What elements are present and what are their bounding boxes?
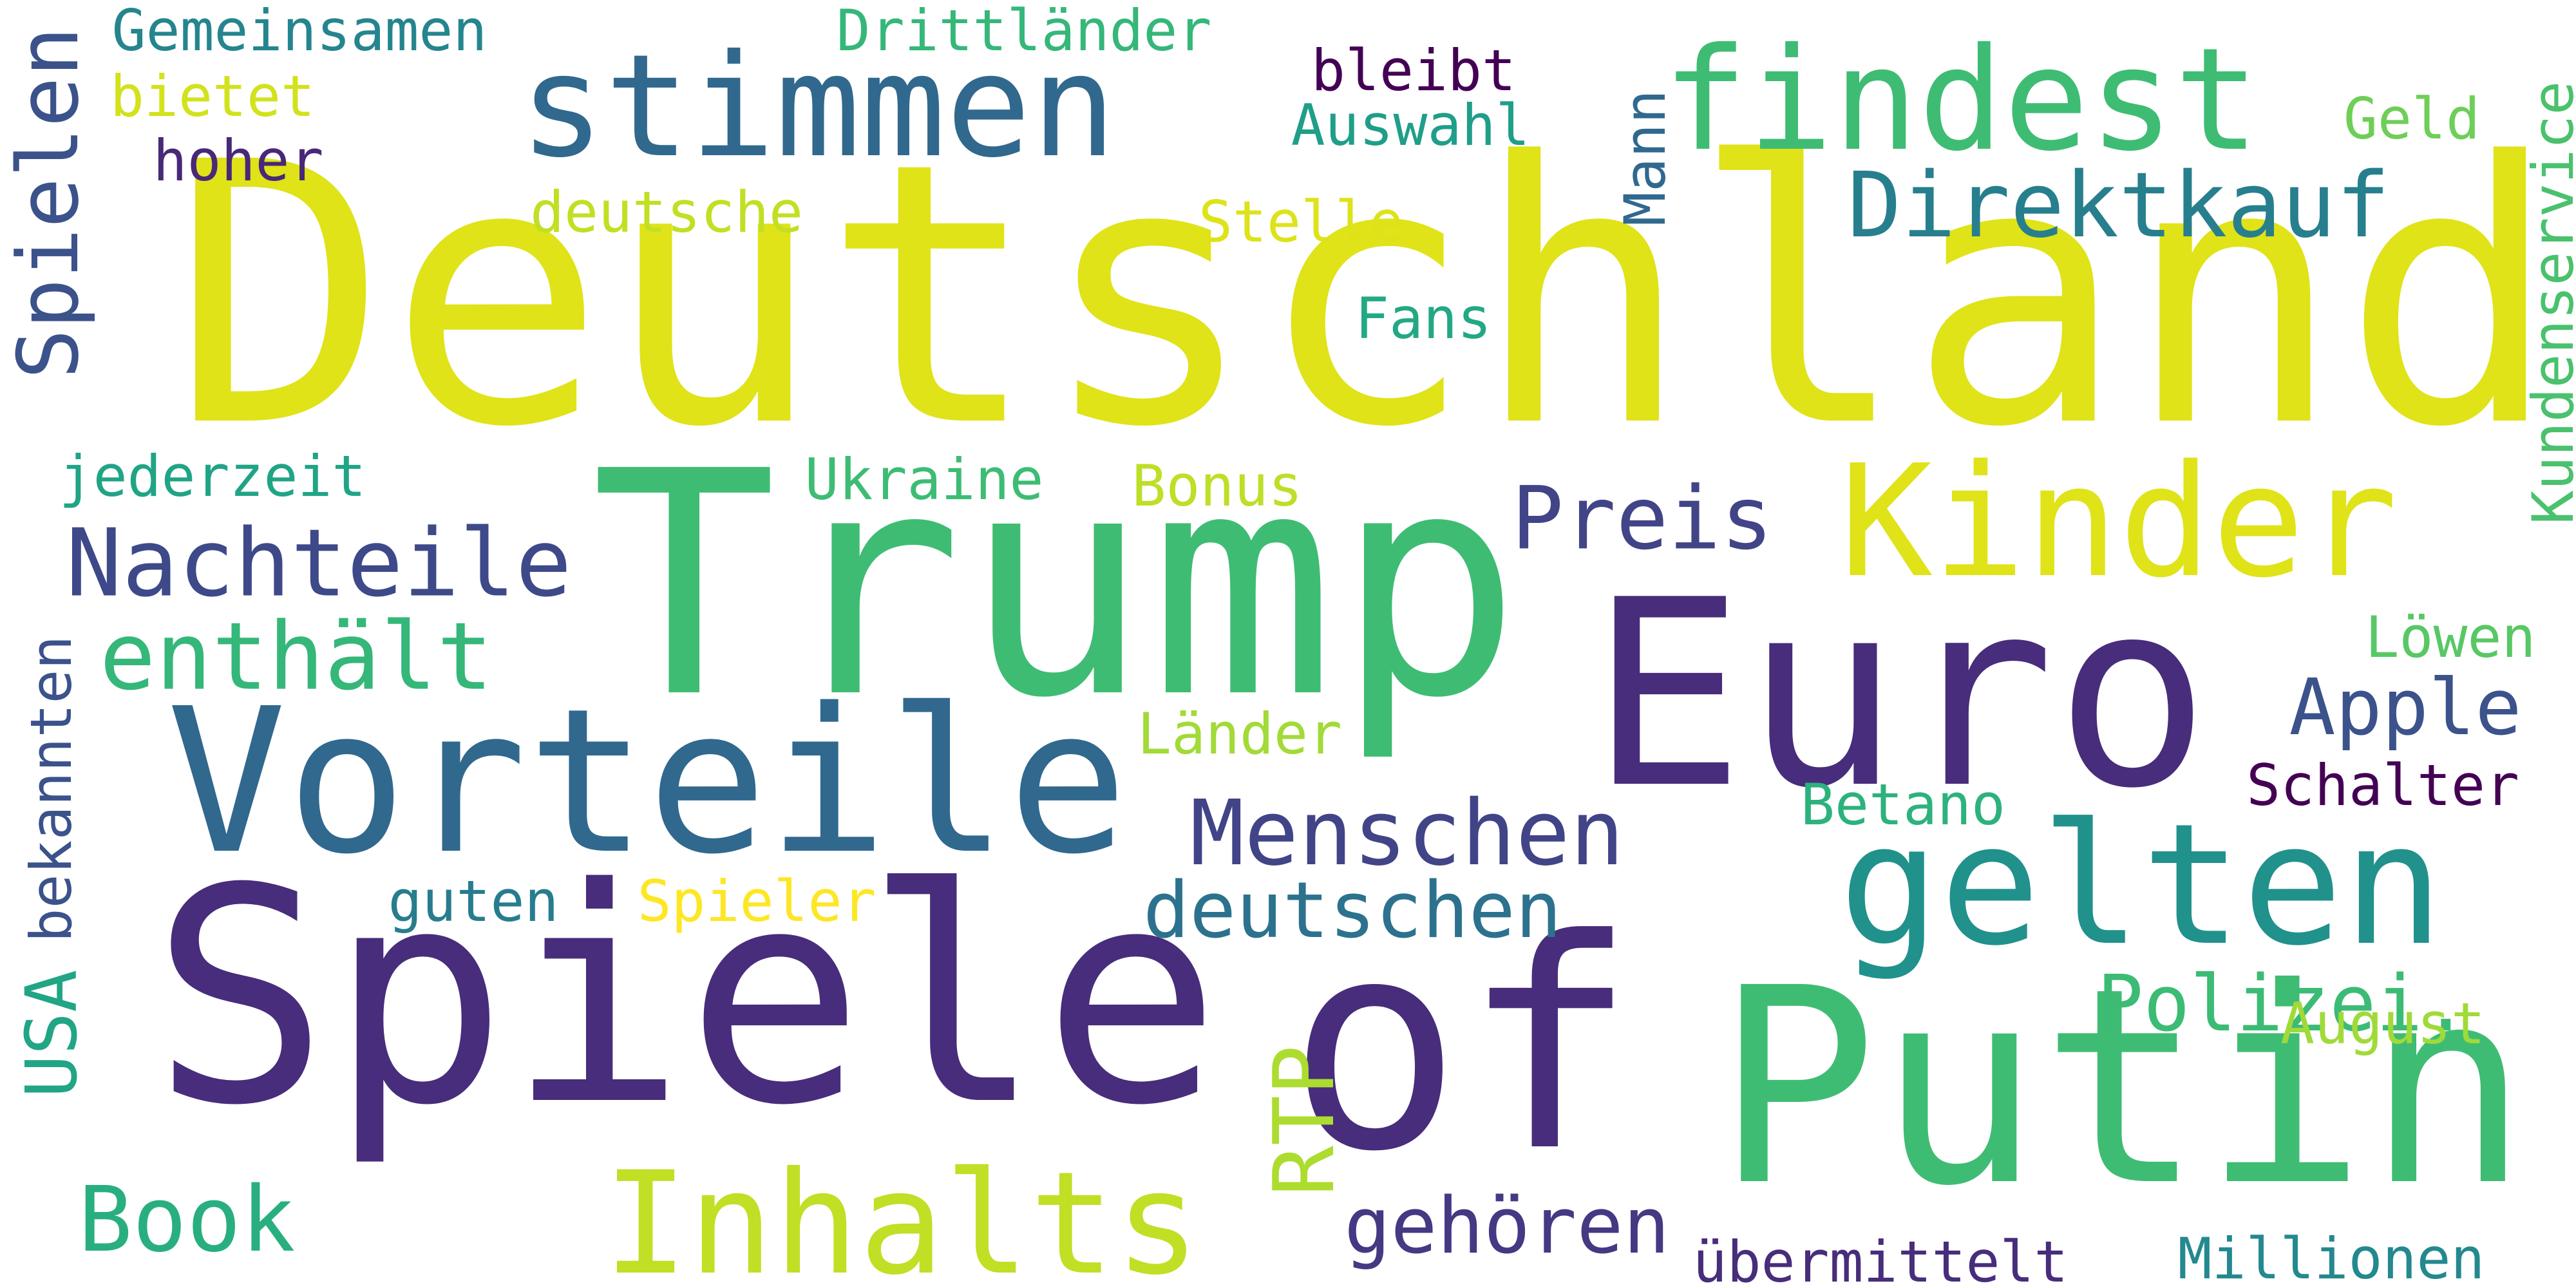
- word-ukraine: Ukraine: [804, 446, 1044, 513]
- word-geld: Geld: [2344, 86, 2480, 152]
- word-bonus: Bonus: [1132, 453, 1303, 519]
- word-deutschland: Deutschland: [171, 86, 2560, 506]
- word-drittlaender: Drittländer: [836, 0, 1212, 64]
- word-of: of: [1287, 878, 1636, 1215]
- word-rtp: RTP: [1255, 1045, 1353, 1197]
- word-inhalts: Inhalts: [603, 1141, 1200, 1288]
- word-nachteile: Nachteile: [66, 509, 572, 618]
- word-bekannten: bekannten: [18, 635, 84, 943]
- word-uebermittelt: übermittelt: [1692, 1229, 2069, 1288]
- word-auswahl: Auswahl: [1291, 92, 1530, 158]
- word-spieler: Spieler: [637, 868, 876, 934]
- word-gehoeren: gehören: [1344, 1182, 1670, 1271]
- word-apple: Apple: [2289, 663, 2522, 753]
- word-fans: Fans: [1355, 285, 1492, 352]
- word-gemeinsamen: Gemeinsamen: [111, 0, 488, 64]
- word-usa: USA: [10, 969, 93, 1098]
- word-deutschen: deutschen: [1142, 866, 1562, 956]
- word-vorteile: Vorteile: [166, 666, 1128, 898]
- word-putin: Putin: [1714, 931, 2530, 1245]
- word-schalter: Schalter: [2246, 752, 2519, 819]
- word-gelten: gelten: [1839, 788, 2444, 983]
- word-spielen: Spielen: [0, 26, 97, 379]
- word-bleibt: bleibt: [1311, 37, 1516, 104]
- word-stelle: Stelle: [1198, 189, 1403, 255]
- word-findest: findest: [1662, 17, 2260, 182]
- word-deutsche: deutsche: [530, 179, 803, 245]
- word-millionen: Millionen: [2177, 1226, 2485, 1288]
- word-euro: Euro: [1589, 545, 2210, 845]
- word-hoher: hoher: [153, 128, 324, 194]
- word-kundenservice: Kundenservice: [2520, 80, 2576, 525]
- word-polizei: Polizei.: [2097, 960, 2469, 1049]
- word-guten: guten: [388, 868, 559, 934]
- word-kinder: Kinder: [1839, 431, 2398, 612]
- word-betano: Betano: [1801, 772, 2005, 838]
- word-august: August: [2280, 990, 2485, 1057]
- word-bietet: bietet: [110, 63, 315, 129]
- word-mann: Mann: [1612, 90, 1678, 226]
- word-jederzeit: jederzeit: [59, 443, 366, 509]
- word-menschen: Menschen: [1189, 781, 1625, 886]
- word-stimmen: stimmen: [519, 24, 1117, 189]
- word-direktkauf: Direktkauf: [1847, 153, 2391, 258]
- word-enthaelt: enthält: [99, 602, 493, 712]
- word-book: Book: [78, 1168, 296, 1273]
- word-laender: Länder: [1137, 701, 1342, 767]
- word-spiele: Spiele: [151, 826, 1221, 1170]
- word-trump: Trump: [591, 406, 1522, 766]
- word-preis: Preis: [1511, 468, 1774, 569]
- word-loewen: Löwen: [2365, 604, 2536, 670]
